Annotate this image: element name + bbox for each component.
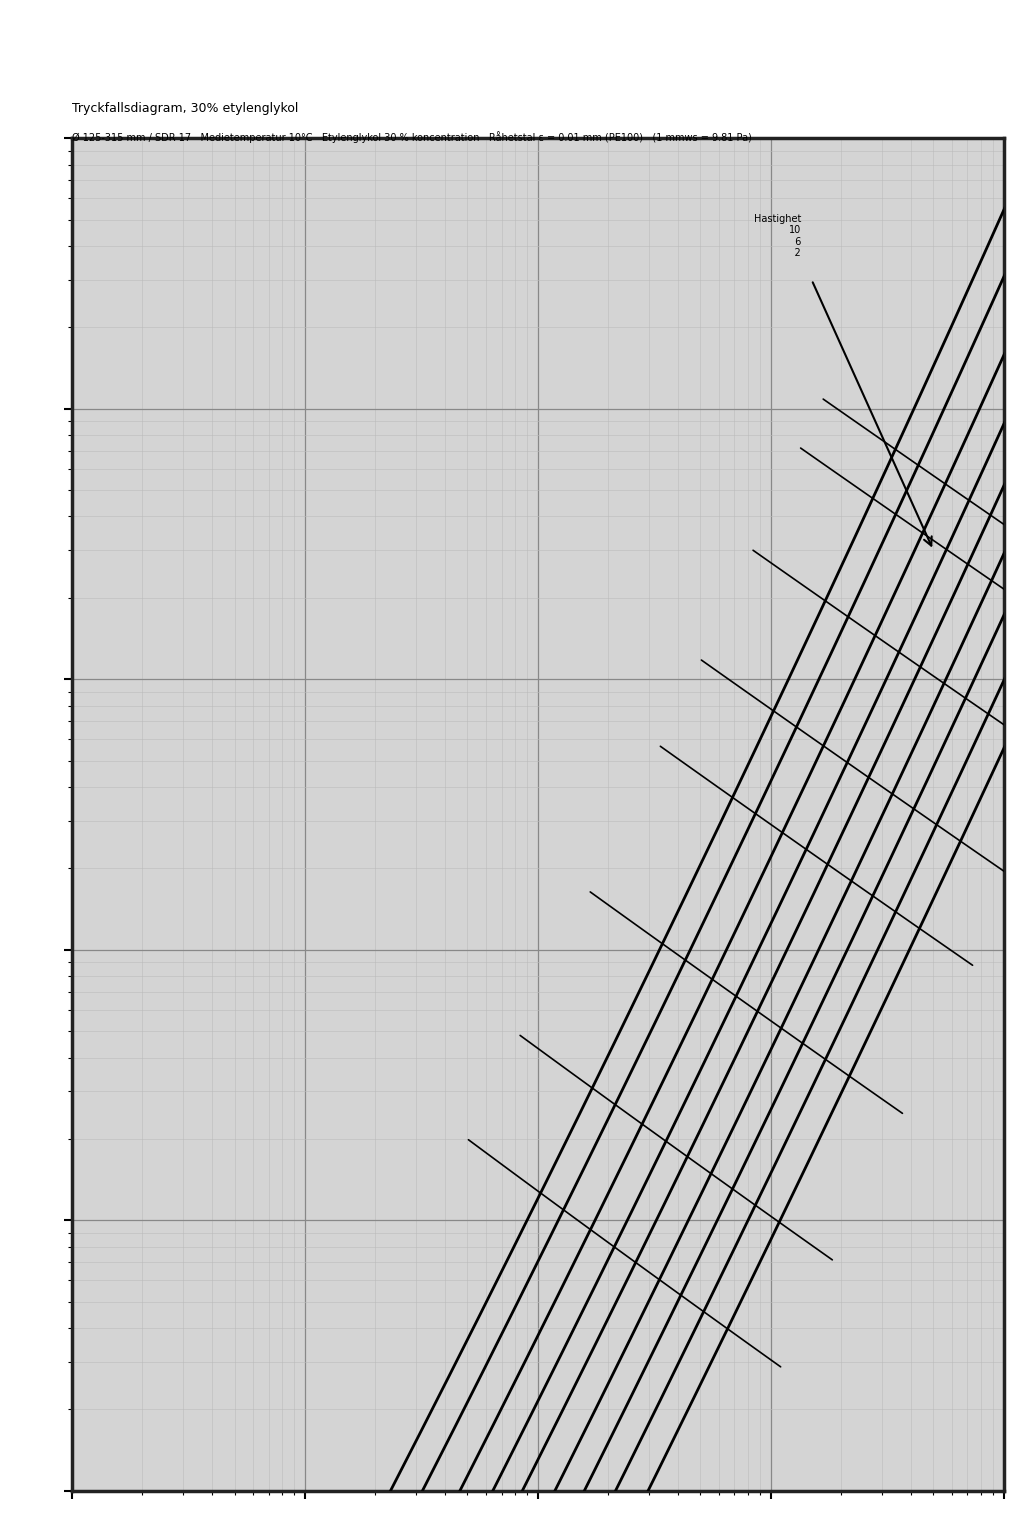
Text: Ø 125-315 mm / SDR 17   Medietemperatur 10°C   Etylenglykol 30 % koncentration  : Ø 125-315 mm / SDR 17 Medietemperatur 10… bbox=[72, 131, 752, 143]
Text: Tryckfallsdiagram, 30% etylenglykol: Tryckfallsdiagram, 30% etylenglykol bbox=[72, 103, 298, 115]
Text: Hastighet
10
  6
    2: Hastighet 10 6 2 bbox=[754, 214, 801, 258]
